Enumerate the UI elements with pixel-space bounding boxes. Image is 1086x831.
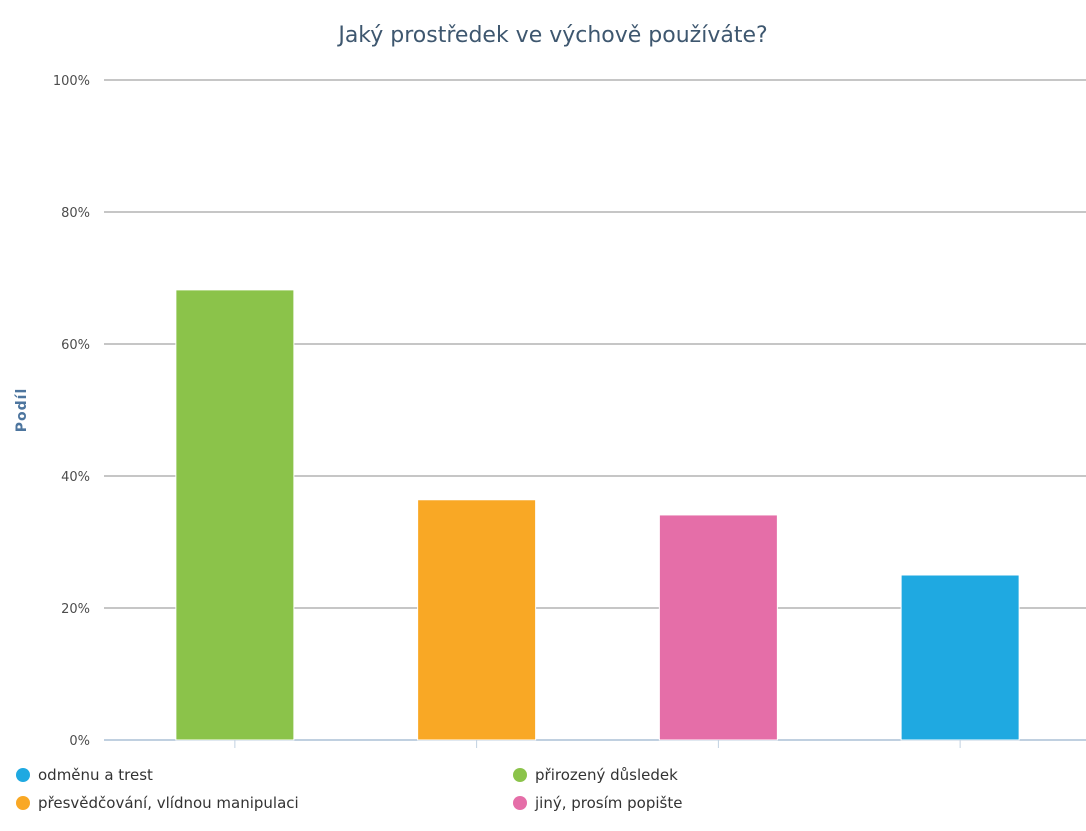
x-axis [234,740,961,748]
bar[interactable] [900,574,1020,741]
legend-marker-icon [16,768,30,782]
legend-item[interactable]: přirozený důsledek [513,766,678,784]
chart-title: Jaký prostředek ve výchově používáte? [336,23,767,48]
bar[interactable] [175,289,295,741]
legend-marker-icon [16,796,30,810]
y-tick-label: 0% [69,734,90,749]
legend-item[interactable]: přesvědčování, vlídnou manipulaci [16,794,299,812]
legend-marker-icon [513,768,527,782]
y-tick-label: 60% [61,338,90,353]
legend-label: přesvědčování, vlídnou manipulaci [38,794,299,812]
y-axis-label: Podíl [14,388,30,433]
y-tick-label: 20% [61,602,90,617]
legend-item[interactable]: odměnu a trest [16,766,153,784]
y-tick-label: 40% [61,470,90,485]
y-tick-labels: 0% 20% 40% 60% 80% 100% [53,74,90,749]
legend-item[interactable]: jiný, prosím popište [513,794,682,812]
y-tick-label: 100% [53,74,90,89]
legend-marker-icon [513,796,527,810]
bar[interactable] [658,514,778,741]
y-tick-label: 80% [61,206,90,221]
legend-label: přirozený důsledek [535,766,678,784]
bars [175,289,1020,741]
bar[interactable] [417,499,537,741]
legend-label: odměnu a trest [38,766,153,784]
legend-label: jiný, prosím popište [535,794,683,812]
